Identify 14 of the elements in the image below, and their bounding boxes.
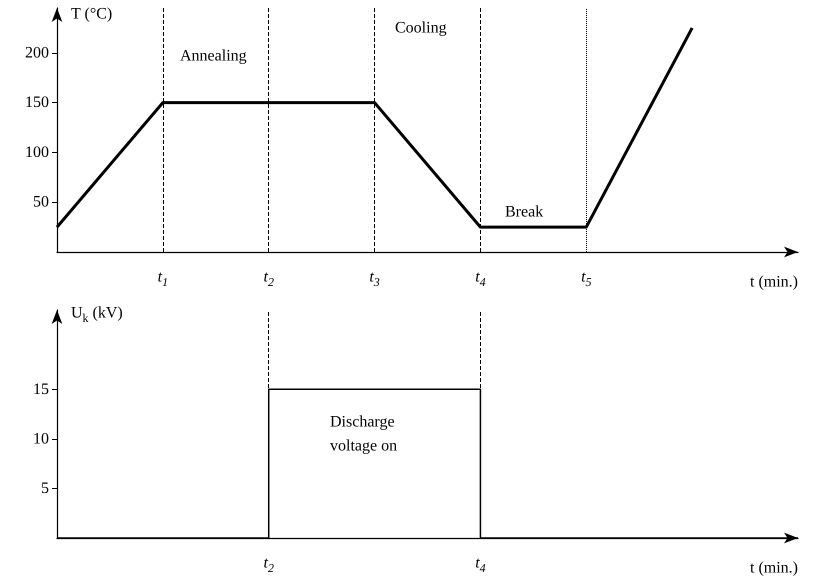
annotation: Break [505,204,544,220]
x-axis-title: t (min.) [750,560,798,576]
y-tick-label: 15 [33,380,49,398]
annotation: Discharge voltage on [330,414,399,454]
annotation: Cooling [395,20,447,36]
y-tick-label: 5 [41,480,49,497]
y-tick-label: 10 [33,430,49,448]
y-axis-title: T (°C) [71,6,112,22]
y-tick-label: 50 [33,194,49,211]
y-tick-label: 200 [25,44,49,62]
y-tick-label: 100 [25,144,49,161]
annotation: Annealing [180,48,247,64]
y-tick-label: 150 [25,94,49,112]
x-axis-title: t (min.) [750,274,798,290]
